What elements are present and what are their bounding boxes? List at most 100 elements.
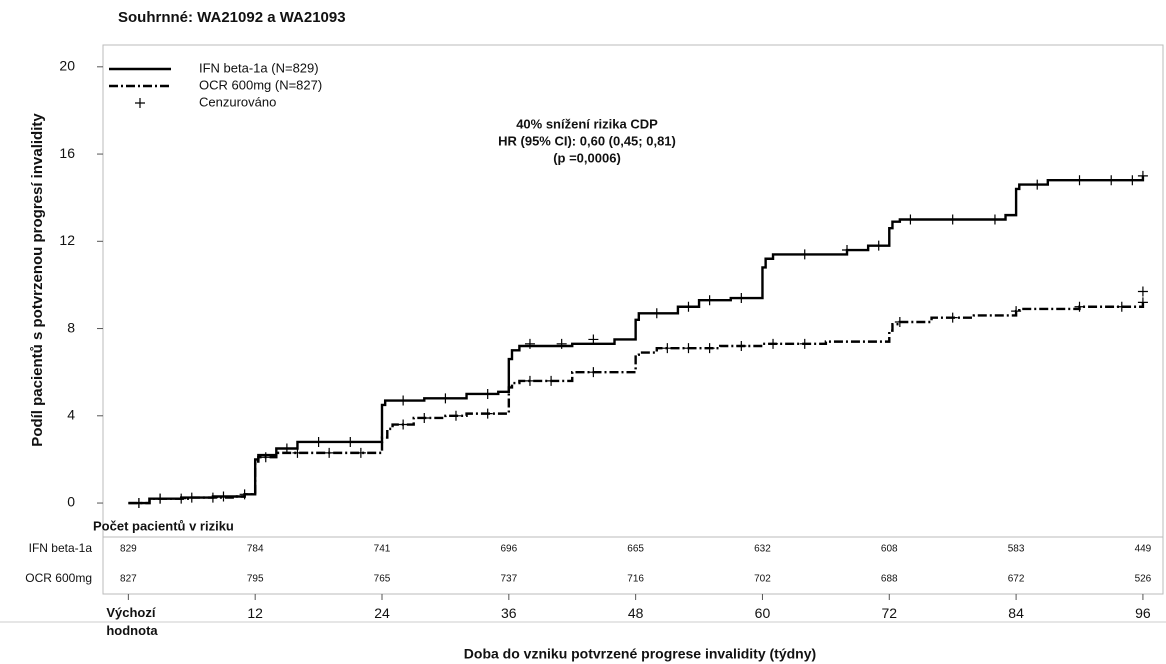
risk-value: 449 (1135, 544, 1152, 555)
censor-mark (1011, 306, 1022, 317)
risk-value: 737 (500, 574, 517, 585)
annotation: HR (95% CI): 0,60 (0,45; 0,81) (498, 133, 676, 148)
risk-value: 526 (1135, 574, 1152, 585)
censor-mark (155, 493, 166, 504)
censor-mark (398, 419, 409, 430)
censor-mark (947, 312, 958, 323)
censor-mark (176, 493, 187, 504)
x-tick-label: 36 (501, 605, 517, 621)
risk-value: 608 (881, 544, 898, 555)
x-tick-label: 12 (247, 605, 263, 621)
legend-label: Cenzurováno (199, 94, 276, 109)
risk-value: 827 (120, 574, 137, 585)
x-tick-label: 60 (754, 605, 771, 621)
censor-mark (704, 295, 715, 306)
censor-mark (524, 338, 535, 349)
legend-swatch (135, 98, 145, 108)
censor-mark (1106, 175, 1117, 186)
plot-frame (102, 44, 1164, 595)
x-tick-label: 96 (1135, 605, 1151, 621)
censor-mark (450, 410, 461, 421)
censor-mark (1074, 301, 1085, 312)
risk-value: 765 (374, 574, 391, 585)
censor-mark (736, 340, 747, 351)
risk-value: 716 (627, 574, 644, 585)
censor-mark (1137, 297, 1148, 308)
y-tick-label: 20 (59, 58, 75, 74)
censor-mark (556, 338, 567, 349)
censor-mark (1127, 175, 1138, 186)
censor-mark (1137, 286, 1148, 297)
risk-row-label: IFN beta-1a (29, 541, 93, 555)
censor-mark (704, 343, 715, 354)
censor-mark (799, 338, 810, 349)
censor-mark (799, 249, 810, 260)
censor-mark (651, 308, 662, 319)
censor-mark (736, 293, 747, 304)
censor-mark (398, 395, 409, 406)
risk-value: 583 (1008, 544, 1025, 555)
legend-label: IFN beta-1a (N=829) (199, 60, 319, 75)
censor-mark (588, 334, 599, 345)
x-tick-label: 72 (881, 605, 898, 621)
censor-mark (768, 338, 779, 349)
censor-mark (1074, 175, 1085, 186)
y-tick-label: 4 (67, 406, 75, 422)
censor-mark (989, 214, 1000, 225)
censor-mark (133, 498, 144, 509)
risk-value: 741 (374, 544, 391, 555)
censor-mark (1137, 170, 1148, 181)
km-curve (128, 302, 1145, 505)
censor-mark (345, 436, 356, 447)
annotation: 40% snížení rizika CDP (516, 116, 658, 131)
censor-mark (419, 412, 430, 423)
y-tick-label: 16 (59, 145, 75, 161)
x-tick-label: 84 (1008, 605, 1024, 621)
x-tick-label: 24 (374, 605, 390, 621)
x-axis-label: Doba do vzniku potvrzené progrese invali… (464, 646, 816, 662)
censor-mark (905, 214, 916, 225)
censor-mark (524, 375, 535, 386)
risk-value: 696 (500, 544, 517, 555)
y-tick-label: 0 (67, 494, 75, 510)
chart-title: Souhrnné: WA21092 a WA21093 (118, 9, 346, 26)
annotation: (p =0,0006) (553, 150, 621, 165)
censor-mark (873, 240, 884, 251)
risk-value: 795 (247, 574, 264, 585)
y-axis-label: Podíl pacientů s potvrzenou progresí inv… (29, 113, 46, 447)
censor-mark (546, 375, 557, 386)
censor-mark (440, 393, 451, 404)
risk-row-label: OCR 600mg (25, 571, 92, 585)
censor-mark (482, 388, 493, 399)
km-curve (128, 175, 1145, 505)
y-tick-label: 8 (67, 319, 75, 335)
censor-mark (947, 214, 958, 225)
risk-value: 784 (247, 544, 264, 555)
censor-mark (324, 447, 335, 458)
x-tick-label: 48 (627, 605, 644, 621)
x-tick-label: Výchozí hodnota (106, 605, 158, 638)
censor-mark (207, 492, 218, 503)
censor-mark (482, 408, 493, 419)
risk-value: 672 (1008, 574, 1025, 585)
censor-mark (1032, 179, 1043, 190)
censor-mark (313, 436, 324, 447)
censor-mark (1116, 301, 1127, 312)
legend-label: OCR 600mg (N=827) (199, 77, 322, 92)
risk-value: 665 (627, 544, 644, 555)
censor-mark (683, 301, 694, 312)
risk-value: 829 (120, 544, 137, 555)
censor-mark (292, 447, 303, 458)
censor-mark (260, 452, 271, 463)
censor-mark (662, 343, 673, 354)
censor-mark (683, 343, 694, 354)
risk-value: 688 (881, 574, 898, 585)
censor-mark (588, 367, 599, 378)
censor-mark (894, 317, 905, 328)
y-tick-label: 12 (59, 232, 75, 248)
risk-table-title: Počet pacientů v riziku (93, 518, 234, 533)
risk-value: 632 (754, 544, 771, 555)
censor-mark (355, 447, 366, 458)
